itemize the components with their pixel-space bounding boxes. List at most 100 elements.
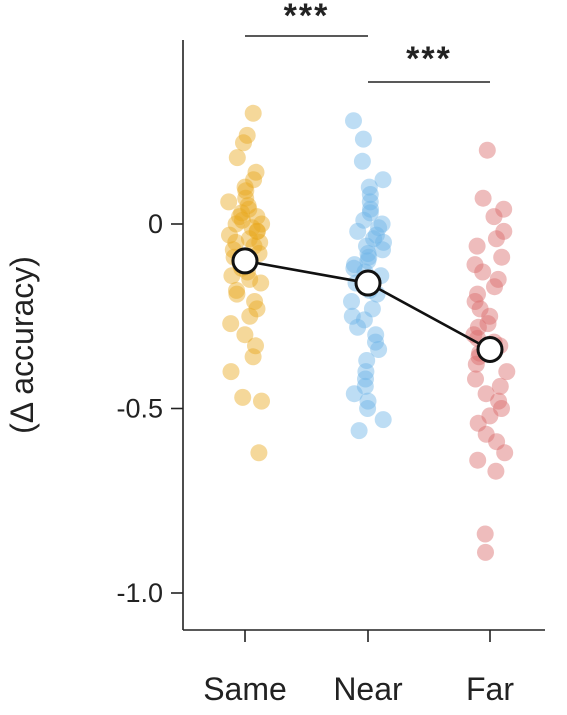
- data-point-near: [345, 112, 362, 130]
- data-point-near: [349, 222, 367, 240]
- data-point-same: [253, 392, 270, 410]
- data-point-far: [471, 300, 489, 318]
- data-point-near: [345, 259, 363, 277]
- data-point-same: [253, 215, 271, 233]
- data-point-far: [498, 363, 516, 381]
- x-category-label: Far: [466, 671, 514, 707]
- mean-layer: [231, 247, 504, 363]
- data-point-far: [481, 407, 499, 425]
- data-point-near: [343, 293, 360, 310]
- data-point-same: [227, 215, 245, 233]
- data-point-near: [359, 252, 377, 270]
- data-point-same: [221, 226, 238, 244]
- data-point-near: [360, 248, 378, 266]
- x-category-label: Same: [203, 671, 287, 707]
- data-point-same: [243, 219, 261, 237]
- data-point-near: [353, 152, 371, 170]
- data-point-same: [247, 163, 265, 181]
- data-point-near: [375, 233, 392, 251]
- data-point-same: [222, 363, 240, 381]
- data-point-near: [359, 245, 377, 262]
- data-point-same: [252, 274, 270, 292]
- data-point-far: [469, 285, 486, 303]
- data-point-same: [237, 182, 255, 200]
- significance-layer: *** ***: [245, 0, 490, 83]
- data-point-far: [487, 462, 505, 480]
- data-point-same: [244, 348, 262, 366]
- scatter-points-layer: [220, 104, 516, 561]
- data-point-same: [251, 233, 269, 251]
- x-category-label: Near: [333, 671, 403, 707]
- data-point-near: [361, 204, 379, 222]
- y-tick-label: 0: [148, 209, 163, 239]
- data-point-near: [374, 241, 391, 259]
- data-point-far: [488, 433, 506, 451]
- data-point-near: [357, 370, 374, 388]
- data-point-near: [346, 256, 363, 274]
- data-point-far: [493, 400, 510, 417]
- data-point-near: [361, 186, 379, 203]
- data-point-same: [241, 307, 259, 325]
- data-point-near: [359, 400, 377, 417]
- data-point-far: [476, 525, 494, 543]
- data-point-far: [477, 543, 494, 561]
- data-point-near: [358, 237, 375, 255]
- mean-marker-same: [231, 247, 259, 275]
- y-tick-label: -0.5: [116, 394, 163, 424]
- mean-marker-far: [476, 335, 504, 363]
- data-point-same: [248, 222, 266, 240]
- data-point-near: [359, 392, 377, 410]
- data-point-far: [467, 370, 484, 388]
- data-point-far: [486, 278, 503, 296]
- data-point-same: [235, 134, 252, 152]
- data-point-near: [345, 385, 363, 403]
- data-point-far: [495, 200, 513, 218]
- data-point-far: [493, 248, 511, 266]
- data-point-same: [228, 149, 246, 167]
- data-point-same: [245, 171, 263, 189]
- data-point-same: [246, 293, 264, 310]
- data-point-same: [248, 222, 266, 240]
- data-point-far: [478, 141, 496, 159]
- data-point-far: [487, 230, 505, 248]
- data-point-same: [236, 326, 254, 344]
- data-point-near: [361, 193, 379, 211]
- data-point-far: [466, 293, 484, 310]
- data-point-same: [222, 315, 240, 333]
- data-point-same: [241, 270, 259, 288]
- data-point-near: [374, 411, 392, 429]
- axes-layer: 0 -0.5 -1.0 Same Near Far: [116, 40, 545, 707]
- data-point-far: [477, 425, 495, 443]
- data-point-near: [356, 377, 374, 395]
- significance-label: ***: [406, 40, 452, 78]
- data-point-same: [240, 200, 258, 218]
- data-point-far: [496, 444, 514, 462]
- significance-label: ***: [284, 0, 330, 35]
- y-axis-label: (Δ accuracy): [4, 256, 40, 434]
- data-point-same: [220, 193, 238, 211]
- data-point-same: [248, 208, 266, 226]
- y-tick-label: -1.0: [116, 578, 163, 608]
- data-point-far: [485, 208, 503, 226]
- data-point-far: [469, 451, 487, 469]
- data-point-far: [481, 307, 499, 325]
- data-point-near: [367, 333, 384, 351]
- data-point-near: [362, 200, 379, 218]
- data-point-far: [474, 263, 492, 281]
- data-point-same: [247, 337, 264, 355]
- data-point-same: [227, 233, 245, 251]
- data-point-same: [248, 300, 266, 318]
- data-point-same: [236, 178, 254, 196]
- data-point-near: [367, 226, 385, 244]
- data-point-same: [223, 267, 241, 285]
- data-point-far: [474, 189, 492, 207]
- data-point-same: [240, 230, 258, 248]
- data-point-same: [250, 444, 268, 462]
- data-point-near: [360, 178, 378, 196]
- data-point-same: [231, 208, 249, 226]
- data-point-far: [468, 237, 486, 255]
- data-point-near: [367, 326, 385, 344]
- data-point-near: [355, 311, 373, 329]
- data-point-far: [479, 315, 497, 333]
